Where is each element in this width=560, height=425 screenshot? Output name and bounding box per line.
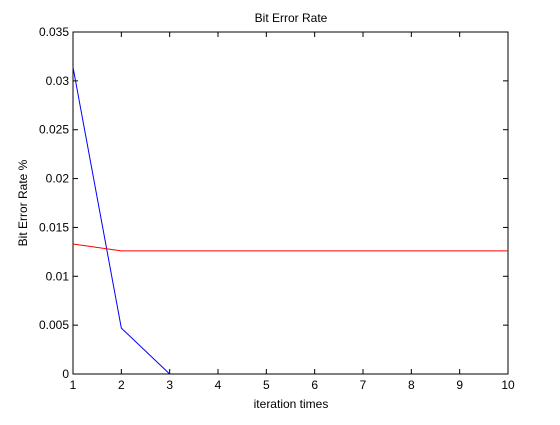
axis-ticks: 1 2 3 4 5 6 7 8 9 10 0 0.005 0.01 0.015 0.02 0.025 0.03 0…: [39, 25, 515, 392]
x-tick-label: 10: [501, 378, 515, 392]
y-axis-label: Bit Error Rate %: [16, 159, 30, 246]
y-tick-label: 0.03: [46, 74, 70, 88]
series-line-1: [72, 243, 508, 252]
series-line-0: [72, 67, 171, 375]
plot-frame: [72, 31, 509, 375]
chart-title: Bit Error Rate: [255, 11, 328, 25]
series-lines: [72, 67, 508, 375]
y-tick-label: 0.035: [39, 25, 69, 39]
x-tick-label: 6: [311, 378, 318, 392]
y-tick-label: 0.02: [46, 172, 70, 186]
x-tick-label: 7: [360, 378, 367, 392]
x-tick-label: 2: [118, 378, 125, 392]
y-tick-label: 0.025: [39, 123, 69, 137]
x-tick-label: 4: [215, 378, 222, 392]
x-tick-label: 3: [166, 378, 173, 392]
x-tick-label: 5: [263, 378, 270, 392]
x-tick-label: 8: [408, 378, 415, 392]
y-tick-label: 0: [62, 367, 69, 381]
y-tick-label: 0.005: [39, 318, 69, 332]
y-tick-label: 0.01: [46, 269, 70, 283]
y-tick-label: 0.015: [39, 220, 69, 234]
x-tick-label: 9: [456, 378, 463, 392]
x-tick-label: 1: [70, 378, 77, 392]
x-axis-label: iteration times: [254, 397, 329, 411]
